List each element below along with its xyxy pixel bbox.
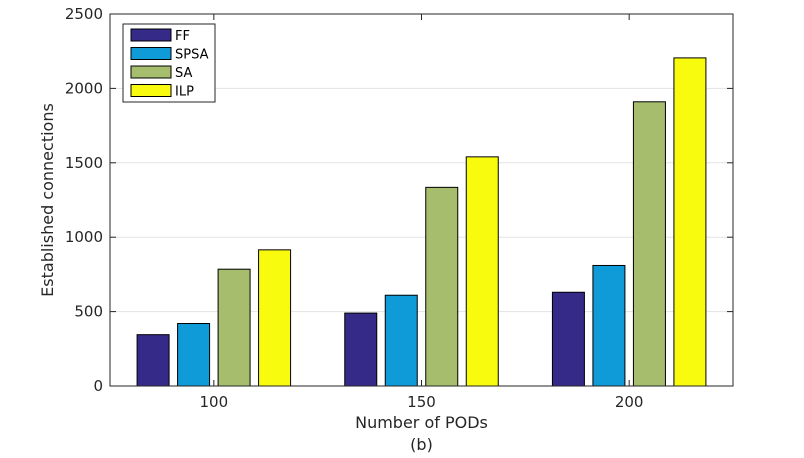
legend-swatch-ilp: [130, 84, 172, 97]
bar-ff-150: [344, 312, 378, 387]
bar-ff-200: [551, 291, 585, 387]
legend-swatch-ff: [130, 28, 172, 42]
legend-swatch-spsa: [130, 47, 172, 60]
legend-label-ilp: ILP: [175, 85, 194, 100]
y-tick-label: 1000: [65, 228, 103, 246]
y-axis-label: Established connections: [38, 103, 57, 297]
y-tick-label: 2000: [65, 79, 103, 97]
bar-ilp-200: [673, 57, 707, 387]
legend-label-ff: FF: [175, 29, 190, 44]
y-tick-label: 500: [74, 303, 103, 321]
y-tick-label: 2500: [65, 5, 103, 23]
y-axis: 0 500 1000 1500 2000 2500: [65, 5, 733, 395]
bar-sa-150: [425, 186, 459, 387]
x-tick-label: 150: [407, 393, 436, 411]
x-axis: 100 150 200: [200, 14, 644, 411]
bar-ilp-100: [258, 249, 292, 387]
bar-sa-200: [632, 101, 666, 387]
bar-ff-100: [136, 334, 170, 387]
legend-label-sa: SA: [175, 66, 192, 81]
y-tick-label: 1500: [65, 154, 103, 172]
x-tick-label: 200: [615, 393, 644, 411]
figure-caption: (b): [410, 435, 433, 454]
bar-sa-100: [217, 268, 251, 387]
bar-spsa-150: [384, 294, 418, 387]
bars: [136, 57, 707, 387]
x-tick-label: 100: [200, 393, 229, 411]
x-axis-label: Number of PODs: [355, 413, 488, 432]
legend-label-spsa: SPSA: [175, 48, 209, 63]
legend-swatch-sa: [130, 65, 172, 79]
bar-ilp-150: [465, 156, 499, 387]
y-tick-label: 0: [93, 377, 103, 395]
bar-spsa-100: [177, 323, 211, 387]
bar-spsa-200: [592, 264, 626, 387]
legend: FF SPSA SA ILP: [122, 23, 216, 103]
